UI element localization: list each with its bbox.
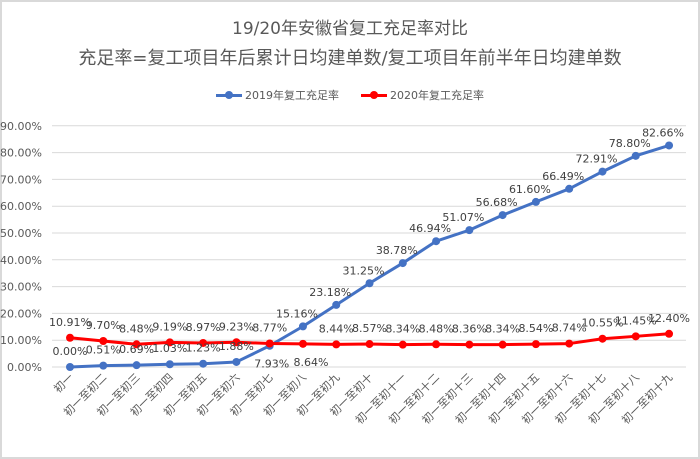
data-label-2020: 8.77% <box>252 321 287 334</box>
data-point-marker <box>298 322 307 331</box>
data-label-2020: 9.19% <box>152 320 187 333</box>
data-label-2019: 38.78% <box>376 244 418 257</box>
data-point-marker <box>398 259 407 268</box>
y-tick-label: 20.00% <box>0 307 42 320</box>
y-tick-label: 70.00% <box>0 173 42 186</box>
data-label-2019: 1.23% <box>186 342 221 355</box>
data-point-marker <box>132 340 141 349</box>
data-point-marker <box>432 340 441 349</box>
data-point-marker <box>99 337 108 346</box>
data-point-marker <box>232 338 241 347</box>
data-point-marker <box>665 329 674 338</box>
data-label-2020: 9.70% <box>86 319 121 332</box>
data-label-2020: 8.44% <box>319 322 354 335</box>
data-point-marker <box>565 339 574 348</box>
data-label-2019: 15.16% <box>276 307 318 320</box>
data-label-2019: 82.66% <box>642 126 684 139</box>
data-point-marker <box>631 332 640 341</box>
legend-label-2020: 2020年复工充足率 <box>390 89 484 102</box>
data-point-marker <box>598 167 607 176</box>
data-point-marker <box>398 340 407 349</box>
y-tick-label: 0.00% <box>7 361 42 374</box>
data-label-2019: 1.88% <box>219 340 254 353</box>
chart-legend: 2019年复工充足率 2020年复工充足率 <box>0 87 700 103</box>
data-label-2019: 1.03% <box>152 342 187 355</box>
legend-item-2019: 2019年复工充足率 <box>216 87 339 103</box>
chart-subtitle: 充足率=复工项目年后累计日均建单数/复工项目年前半年日均建单数 <box>78 48 622 69</box>
data-label-2019: 51.07% <box>442 211 484 224</box>
data-label-2020: 8.48% <box>419 322 454 335</box>
data-point-marker <box>598 334 607 343</box>
data-label-2020: 8.48% <box>119 322 154 335</box>
data-label-2020: 8.57% <box>352 322 387 335</box>
y-tick-label: 80.00% <box>0 147 42 160</box>
data-point-marker <box>165 360 174 369</box>
data-label-2020: 11.45% <box>615 314 657 327</box>
data-label-2020: 8.54% <box>518 322 553 335</box>
data-point-marker <box>332 340 341 349</box>
data-point-marker <box>332 300 341 309</box>
data-point-marker <box>531 197 540 206</box>
data-point-marker <box>199 338 208 347</box>
data-point-marker <box>365 279 374 288</box>
data-point-marker <box>365 340 374 349</box>
x-tick-label: 初一 <box>51 370 76 395</box>
data-label-2020: 12.40% <box>648 312 690 325</box>
data-label-2019: 46.94% <box>409 222 451 235</box>
data-label-2020: 9.23% <box>219 320 254 333</box>
y-tick-label: 40.00% <box>0 254 42 267</box>
data-label-2019: 72.91% <box>576 153 618 166</box>
data-label-2019: 78.80% <box>609 137 651 150</box>
data-label-2019: 66.49% <box>542 170 584 183</box>
data-label-2020: 10.91% <box>49 316 91 329</box>
data-label-2019: 61.60% <box>509 183 551 196</box>
data-label-2020: 8.74% <box>552 322 587 335</box>
data-label-2019: 7.93% <box>254 358 289 371</box>
chart-title: 19/20年安徽省复工充足率对比 <box>232 19 468 39</box>
data-point-marker <box>498 211 507 220</box>
data-point-marker <box>298 339 307 348</box>
data-point-marker <box>132 361 141 370</box>
data-label-2020: 8.34% <box>385 323 420 336</box>
data-point-marker <box>465 226 474 235</box>
data-point-marker <box>232 357 241 366</box>
legend-item-2020: 2020年复工充足率 <box>361 87 484 103</box>
y-tick-label: 60.00% <box>0 200 42 213</box>
y-tick-label: 50.00% <box>0 227 42 240</box>
data-label-2020: 8.97% <box>186 321 221 334</box>
legend-marker-2020-icon <box>361 91 387 99</box>
y-tick-label: 30.00% <box>0 281 42 294</box>
data-point-marker <box>66 333 74 342</box>
data-label-2020: 10.55% <box>582 317 624 330</box>
data-label-2019: 23.18% <box>309 286 351 299</box>
y-tick-label: 90.00% <box>0 120 42 133</box>
data-point-marker <box>265 339 274 348</box>
data-label-2019: 0.69% <box>119 343 154 356</box>
data-point-marker <box>66 363 74 371</box>
data-point-marker <box>465 340 474 349</box>
y-tick-label: 10.00% <box>0 334 42 347</box>
data-label-2019: 56.68% <box>476 196 518 209</box>
data-label-2020: 8.64% <box>293 356 328 369</box>
data-label-2019: 31.25% <box>343 264 385 277</box>
data-point-marker <box>498 340 507 349</box>
data-point-marker <box>199 359 208 368</box>
data-point-marker <box>565 184 574 193</box>
data-point-marker <box>165 338 174 347</box>
data-point-marker <box>531 340 540 349</box>
data-label-2020: 8.34% <box>485 323 520 336</box>
legend-marker-2019-icon <box>216 91 242 99</box>
data-point-marker <box>631 151 640 160</box>
legend-label-2019: 2019年复工充足率 <box>245 89 339 102</box>
data-point-marker <box>99 361 108 370</box>
data-point-marker <box>432 237 441 246</box>
data-label-2020: 8.36% <box>452 323 487 336</box>
data-point-marker <box>665 141 674 150</box>
data-label-2019: 0.51% <box>86 344 121 357</box>
data-label-2019: 0.00% <box>53 345 88 358</box>
